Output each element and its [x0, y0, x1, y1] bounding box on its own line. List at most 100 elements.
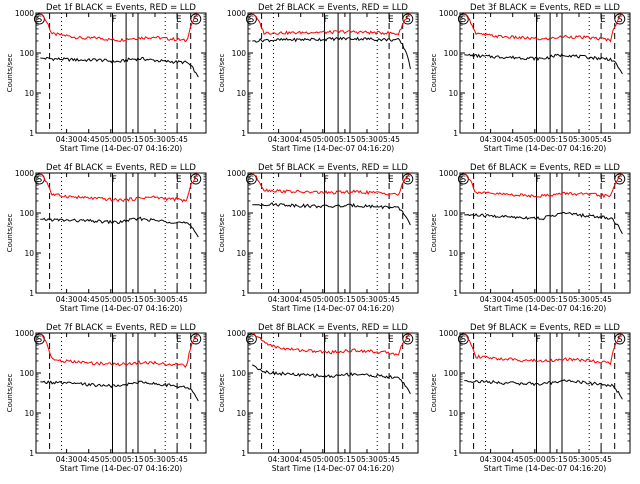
x-tick-label: 05:45 — [378, 135, 400, 144]
marker-circle — [245, 173, 257, 185]
event-marker-label: F — [324, 175, 329, 185]
event-marker-label: F — [536, 335, 541, 345]
y-axis-label: Counts/sec — [430, 374, 438, 413]
event-marker-label: S — [37, 15, 43, 25]
panel-title: Det 6f BLACK = Events, RED = LLD — [470, 163, 620, 173]
x-tick-label: 05:15 — [122, 295, 144, 304]
lld-series-line — [39, 172, 199, 203]
x-tick-label: 04:45 — [290, 135, 312, 144]
y-tick-label: 100 — [232, 49, 247, 58]
marker-circle — [614, 173, 626, 185]
y-axis-label: Counts/sec — [6, 54, 14, 93]
lld-series-line — [251, 172, 411, 196]
y-axis-label: Counts/sec — [218, 374, 226, 413]
y-axis-label: Counts/sec — [6, 374, 14, 413]
x-tick-label: 05:15 — [334, 295, 356, 304]
y-tick-label: 10 — [448, 89, 458, 98]
event-marker-label: S — [617, 335, 623, 345]
detector-panel-8: Det 8f BLACK = Events, RED = LLD 1 10 100 10… — [218, 323, 419, 473]
y-tick-label: 1000 — [227, 9, 246, 18]
y-tick-label: 1 — [453, 289, 458, 298]
events-series-line — [252, 364, 411, 395]
event-marker-label: S — [405, 175, 411, 185]
lld-series-line — [251, 12, 411, 36]
event-marker-label: S — [193, 175, 199, 185]
panel-title: Det 7f BLACK = Events, RED = LLD — [46, 323, 196, 333]
x-tick-label: 04:30 — [480, 135, 502, 144]
event-marker-label: S — [461, 335, 467, 345]
y-tick-label: 1 — [29, 129, 34, 138]
detector-panel-1: Det 1f BLACK = Events, RED = LLD 1 10 100 10… — [6, 3, 207, 153]
x-tick-label: 05:45 — [166, 135, 188, 144]
plot-frame — [459, 332, 631, 454]
x-tick-label: 04:45 — [290, 455, 312, 464]
event-marker-label: S — [37, 335, 43, 345]
marker-circle — [245, 333, 257, 345]
marker-circle — [190, 333, 202, 345]
lld-series-line — [39, 12, 199, 43]
event-marker-label: E — [176, 335, 182, 345]
x-tick-label: 04:45 — [78, 135, 100, 144]
marker-circle — [190, 13, 202, 25]
x-tick-label: 05:30 — [356, 135, 378, 144]
events-series-line — [40, 380, 199, 402]
x-tick-label: 05:30 — [144, 455, 166, 464]
x-tick-label: 05:45 — [590, 455, 612, 464]
event-marker-label: S — [461, 175, 467, 185]
event-marker-label: S — [405, 335, 411, 345]
y-tick-label: 10 — [448, 249, 458, 258]
x-tick-label: 05:00 — [312, 295, 334, 304]
panel-title: Det 5f BLACK = Events, RED = LLD — [258, 163, 408, 173]
x-tick-label: 05:45 — [378, 295, 400, 304]
x-tick-label: 04:30 — [268, 295, 290, 304]
detector-panel-9: Det 9f BLACK = Events, RED = LLD 1 10 100 10… — [430, 323, 631, 473]
x-axis-label: Start Time (14-Dec-07 04:16:20) — [272, 464, 394, 473]
y-tick-label: 1000 — [439, 169, 458, 178]
plot-frame — [247, 332, 419, 454]
x-tick-label: 04:30 — [480, 295, 502, 304]
y-tick-label: 1000 — [15, 9, 34, 18]
panel-title: Det 2f BLACK = Events, RED = LLD — [258, 3, 408, 13]
event-marker-label: F — [536, 15, 541, 25]
lld-series-line — [463, 172, 623, 199]
x-tick-label: 05:30 — [144, 135, 166, 144]
y-tick-label: 10 — [236, 409, 246, 418]
plot-frame — [35, 332, 207, 454]
x-tick-label: 05:00 — [524, 295, 546, 304]
x-tick-label: 05:30 — [356, 295, 378, 304]
event-marker-label: E — [600, 15, 606, 25]
y-tick-label: 100 — [444, 209, 459, 218]
y-axis-label: Counts/sec — [218, 54, 226, 93]
y-tick-label: 1 — [241, 289, 246, 298]
plot-frame — [459, 12, 631, 134]
event-marker-label: F — [324, 335, 329, 345]
event-marker-label: E — [388, 175, 394, 185]
x-tick-label: 05:00 — [312, 135, 334, 144]
lld-series-line — [463, 12, 623, 43]
panel-title: Det 3f BLACK = Events, RED = LLD — [470, 3, 620, 13]
y-tick-label: 10 — [24, 409, 34, 418]
y-tick-label: 1 — [453, 449, 458, 458]
x-axis-label: Start Time (14-Dec-07 04:16:20) — [60, 144, 182, 153]
plot-frame — [247, 172, 419, 294]
x-tick-label: 05:30 — [568, 295, 590, 304]
lld-series-line — [463, 332, 623, 366]
event-marker-label: E — [600, 175, 606, 185]
events-series-line — [464, 211, 623, 235]
panel-title: Det 9f BLACK = Events, RED = LLD — [470, 323, 620, 333]
lld-series-line — [252, 332, 411, 356]
x-tick-label: 05:15 — [546, 455, 568, 464]
x-axis-label: Start Time (14-Dec-07 04:16:20) — [60, 464, 182, 473]
x-tick-label: 04:45 — [502, 455, 524, 464]
y-axis-label: Counts/sec — [218, 214, 226, 253]
event-marker-label: S — [249, 175, 255, 185]
marker-circle — [614, 333, 626, 345]
events-series-line — [464, 379, 623, 400]
y-tick-label: 1000 — [15, 169, 34, 178]
x-tick-label: 05:00 — [524, 135, 546, 144]
y-tick-label: 1 — [453, 129, 458, 138]
event-marker-label: E — [600, 335, 606, 345]
x-tick-label: 04:30 — [56, 135, 78, 144]
x-tick-label: 05:30 — [568, 135, 590, 144]
